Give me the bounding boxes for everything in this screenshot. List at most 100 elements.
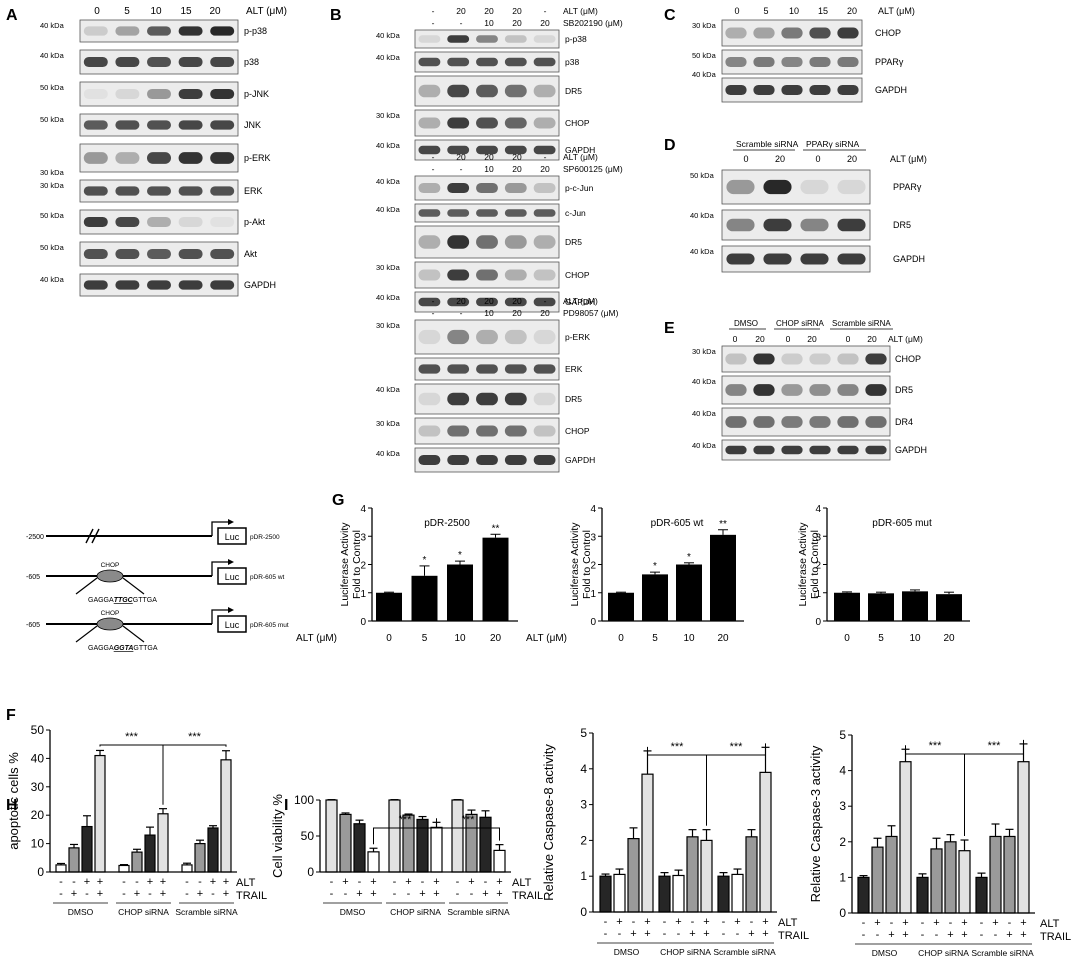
blot-band xyxy=(210,56,235,68)
alt-sign: + xyxy=(160,876,166,888)
blot-band xyxy=(533,425,556,437)
blot-band xyxy=(725,84,747,96)
alt-sign: + xyxy=(762,916,768,928)
seq-core: TTGC xyxy=(114,597,134,604)
blot-band xyxy=(447,425,470,437)
blot-band xyxy=(146,120,172,130)
y-tick-label: 4 xyxy=(590,504,596,515)
seq-post: GTTGA xyxy=(133,645,157,652)
alt-sign: - xyxy=(484,876,488,888)
group-label: DMSO xyxy=(872,948,898,958)
y-tick-label: 0 xyxy=(839,906,846,920)
inhibitor-label: SB202190 (μM) xyxy=(563,18,623,28)
inhibitor-dose: - xyxy=(460,164,463,174)
blot-row-GAPDH xyxy=(721,245,871,273)
alt-sign: + xyxy=(902,917,908,929)
protein-label: Akt xyxy=(244,249,258,259)
alt-sign: + xyxy=(961,917,967,929)
blot-band xyxy=(178,248,203,260)
trail-sign: + xyxy=(961,929,967,941)
significance-star: *** xyxy=(462,814,476,826)
blot-band xyxy=(115,88,140,100)
protein-label: CHOP xyxy=(875,28,901,38)
alt-sign: + xyxy=(874,917,880,929)
blot-band xyxy=(418,209,441,217)
blot-band xyxy=(504,269,527,281)
blot-band xyxy=(146,216,172,228)
alt-sign: - xyxy=(544,6,547,16)
blot-band xyxy=(83,216,108,228)
blot-row-DR5 xyxy=(721,209,871,241)
blot-band xyxy=(865,416,887,428)
y-tick-label: 4 xyxy=(839,764,846,778)
alt-sign: - xyxy=(358,876,362,888)
bar xyxy=(94,754,106,873)
alt-sign: + xyxy=(223,876,229,888)
blot-frame xyxy=(721,439,891,461)
group-label: Scramble siRNA xyxy=(447,907,510,917)
blot-band xyxy=(83,120,108,130)
bar xyxy=(902,591,928,621)
trail-sign: - xyxy=(618,928,622,940)
blot-band xyxy=(504,235,527,249)
protein-label: GAPDH xyxy=(565,297,595,307)
significance-bracket xyxy=(162,744,227,805)
significance-star: *** xyxy=(399,814,413,826)
alt-sign: + xyxy=(992,917,998,929)
trail-sign: + xyxy=(419,888,425,900)
blot-frame xyxy=(721,407,891,437)
luc-box xyxy=(217,527,247,545)
trail-sign: - xyxy=(921,929,925,941)
x-tick-label: 5 xyxy=(878,633,884,644)
inhibitor-dose: - xyxy=(460,308,463,318)
lane-header: ALT (μM) xyxy=(890,154,927,164)
blot-row-ERK xyxy=(79,179,239,203)
construct-pDR-605 wt: -605 Luc pDR-605 wt CHOP GAGGATTGCGTTGA xyxy=(26,559,285,604)
blot-band xyxy=(504,425,527,437)
blot-band xyxy=(837,179,866,195)
blot-band xyxy=(763,179,792,195)
trail-sign: + xyxy=(134,888,140,900)
lane-header: 0 xyxy=(786,334,791,344)
blot-row-ERK xyxy=(414,357,560,381)
protein-label: c-Jun xyxy=(565,208,586,218)
bar xyxy=(430,826,443,873)
trail-sign: - xyxy=(935,929,939,941)
protein-label: p-Akt xyxy=(244,217,266,227)
protein-label: ERK xyxy=(565,364,583,374)
bar xyxy=(676,564,702,621)
significance-star: * xyxy=(687,552,691,563)
chart-G3: 0 1 2 3 4 pDR-605 mut Luciferase ActivityFold … xyxy=(797,504,970,644)
protein-label: PPARγ xyxy=(893,182,922,192)
y-tick-label: 100 xyxy=(294,793,314,807)
kda-marker: 40 kDa xyxy=(40,275,65,284)
kda-marker: 40 kDa xyxy=(40,21,65,30)
kda-marker: 40 kDa xyxy=(690,211,715,220)
blot-band xyxy=(210,120,235,130)
blot-row-c-Jun xyxy=(414,203,560,223)
y-tick-label: 0 xyxy=(590,617,596,628)
panel-letter-G: G xyxy=(332,492,344,509)
blot-band xyxy=(447,269,470,281)
blot-band xyxy=(146,56,172,68)
lane-header: 5 xyxy=(763,6,768,16)
y-axis-label: Luciferase ActivityFold to Control xyxy=(569,522,593,607)
y-axis-label: Cell viability % xyxy=(270,794,285,878)
kda-marker: 30 kDa xyxy=(376,111,401,120)
bar xyxy=(339,813,352,873)
y-tick-label: 5 xyxy=(580,726,587,740)
kda-marker: 30 kDa xyxy=(376,321,401,330)
trail-sign: - xyxy=(148,888,152,900)
alt-label: ALT (μM) xyxy=(563,6,598,16)
bar xyxy=(745,836,758,913)
alt-sign: - xyxy=(691,916,695,928)
protein-label: p-ERK xyxy=(565,332,590,342)
bar xyxy=(181,864,193,873)
alt-sign: - xyxy=(1008,917,1012,929)
blot-row-p-ERK xyxy=(414,319,560,355)
alt-sign: + xyxy=(616,916,622,928)
seq-pre: GAGGA xyxy=(88,645,114,652)
protein-label: DR5 xyxy=(565,86,582,96)
blot-band xyxy=(210,280,235,290)
group-label: PPARγ siRNA xyxy=(806,139,860,149)
